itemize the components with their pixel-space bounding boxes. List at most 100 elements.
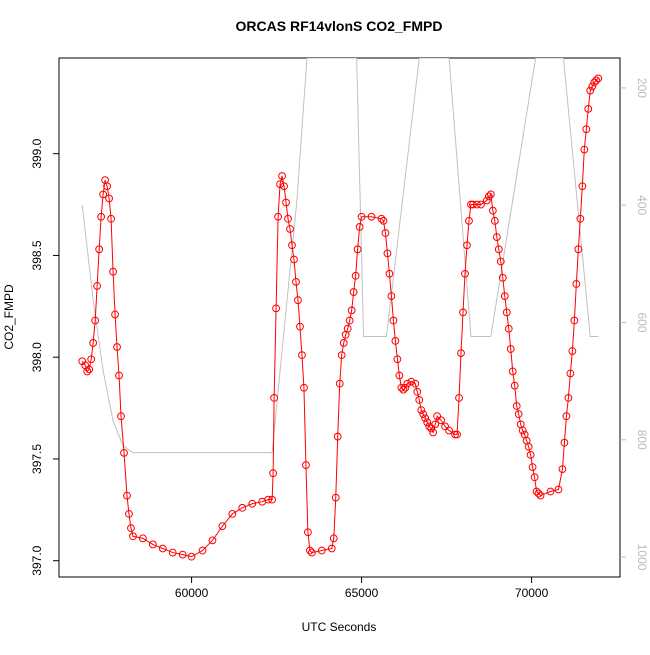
data-point bbox=[306, 546, 314, 555]
data-point bbox=[528, 463, 537, 471]
data-point bbox=[459, 308, 467, 317]
data-point bbox=[590, 78, 599, 87]
y2-tick-label: 1000 bbox=[635, 544, 649, 571]
data-point bbox=[401, 383, 410, 392]
data-point bbox=[355, 223, 364, 231]
y2-tick-label: 200 bbox=[635, 78, 649, 98]
data-point bbox=[498, 273, 507, 282]
data-point bbox=[582, 125, 591, 134]
data-point bbox=[296, 322, 304, 331]
data-point bbox=[433, 412, 442, 421]
data-point bbox=[518, 426, 527, 435]
data-point bbox=[562, 412, 571, 421]
data-point bbox=[168, 548, 177, 557]
data-point bbox=[115, 371, 123, 380]
data-point bbox=[158, 544, 167, 553]
data-point bbox=[385, 269, 394, 278]
data-point bbox=[568, 347, 577, 355]
data-point bbox=[431, 420, 440, 429]
data-point bbox=[278, 172, 286, 180]
data-point bbox=[457, 349, 465, 358]
data-point bbox=[218, 522, 227, 531]
data-point bbox=[463, 241, 471, 250]
data-point bbox=[335, 379, 344, 388]
data-point bbox=[105, 194, 113, 203]
y-tick-label: 397.0 bbox=[30, 545, 44, 575]
data-point bbox=[377, 214, 386, 223]
data-point bbox=[512, 402, 521, 410]
data-point bbox=[486, 190, 495, 199]
data-point bbox=[413, 387, 422, 396]
x-tick-label: 70000 bbox=[515, 586, 549, 600]
data-point bbox=[411, 379, 420, 388]
data-point bbox=[558, 465, 567, 474]
data-point bbox=[584, 104, 593, 113]
y-axis-label: CO2_FMPD bbox=[2, 284, 16, 350]
data-point bbox=[490, 216, 499, 225]
data-point bbox=[85, 365, 94, 374]
data-point bbox=[451, 430, 459, 439]
data-point bbox=[109, 267, 117, 276]
data-point bbox=[494, 245, 503, 254]
data-point bbox=[502, 308, 511, 317]
data-point bbox=[111, 310, 119, 319]
data-point bbox=[228, 510, 237, 518]
data-point bbox=[427, 424, 436, 433]
data-point bbox=[381, 229, 390, 237]
y2-line bbox=[81, 58, 599, 454]
data-point bbox=[423, 418, 432, 427]
data-point bbox=[107, 214, 115, 223]
data-point bbox=[198, 546, 207, 555]
data-point bbox=[594, 74, 603, 83]
plot-frame bbox=[58, 57, 621, 578]
data-point bbox=[292, 277, 300, 286]
data-point bbox=[399, 385, 408, 394]
data-point bbox=[274, 212, 282, 221]
data-point bbox=[429, 428, 438, 437]
data-point bbox=[506, 345, 515, 353]
data-point bbox=[125, 510, 133, 518]
data-point bbox=[276, 180, 284, 189]
data-point bbox=[288, 241, 296, 250]
data-point bbox=[407, 377, 416, 386]
data-point bbox=[317, 546, 326, 555]
data-point bbox=[492, 233, 501, 242]
data-point bbox=[566, 369, 575, 378]
data-point bbox=[129, 532, 137, 541]
data-point bbox=[294, 296, 302, 305]
data-point bbox=[282, 198, 290, 207]
data-point bbox=[397, 383, 406, 392]
data-point bbox=[488, 206, 497, 215]
data-point bbox=[546, 487, 555, 496]
data-point bbox=[455, 393, 463, 402]
data-point bbox=[99, 190, 108, 199]
data-point bbox=[337, 351, 346, 360]
data-point bbox=[389, 316, 398, 325]
data-point bbox=[514, 410, 523, 419]
data-point bbox=[327, 544, 336, 553]
data-point bbox=[570, 316, 579, 325]
data-point bbox=[238, 503, 247, 512]
data-point bbox=[592, 76, 601, 85]
data-point bbox=[103, 182, 112, 191]
data-point bbox=[469, 200, 477, 209]
data-point bbox=[339, 339, 348, 347]
data-point bbox=[83, 367, 92, 376]
data-point bbox=[307, 548, 316, 557]
y2-tick-label: 800 bbox=[635, 430, 649, 450]
data-point bbox=[87, 355, 96, 364]
data-point bbox=[461, 269, 469, 278]
data-point bbox=[357, 212, 366, 221]
data-point bbox=[393, 355, 402, 364]
data-point bbox=[351, 271, 360, 280]
data-point bbox=[349, 288, 358, 296]
data-point bbox=[284, 214, 292, 223]
data-point bbox=[120, 448, 128, 457]
data-point bbox=[286, 225, 294, 233]
data-point bbox=[453, 430, 461, 439]
data-point bbox=[467, 200, 475, 209]
data-point bbox=[421, 414, 430, 423]
data-point bbox=[123, 491, 131, 500]
data-point bbox=[477, 200, 485, 209]
